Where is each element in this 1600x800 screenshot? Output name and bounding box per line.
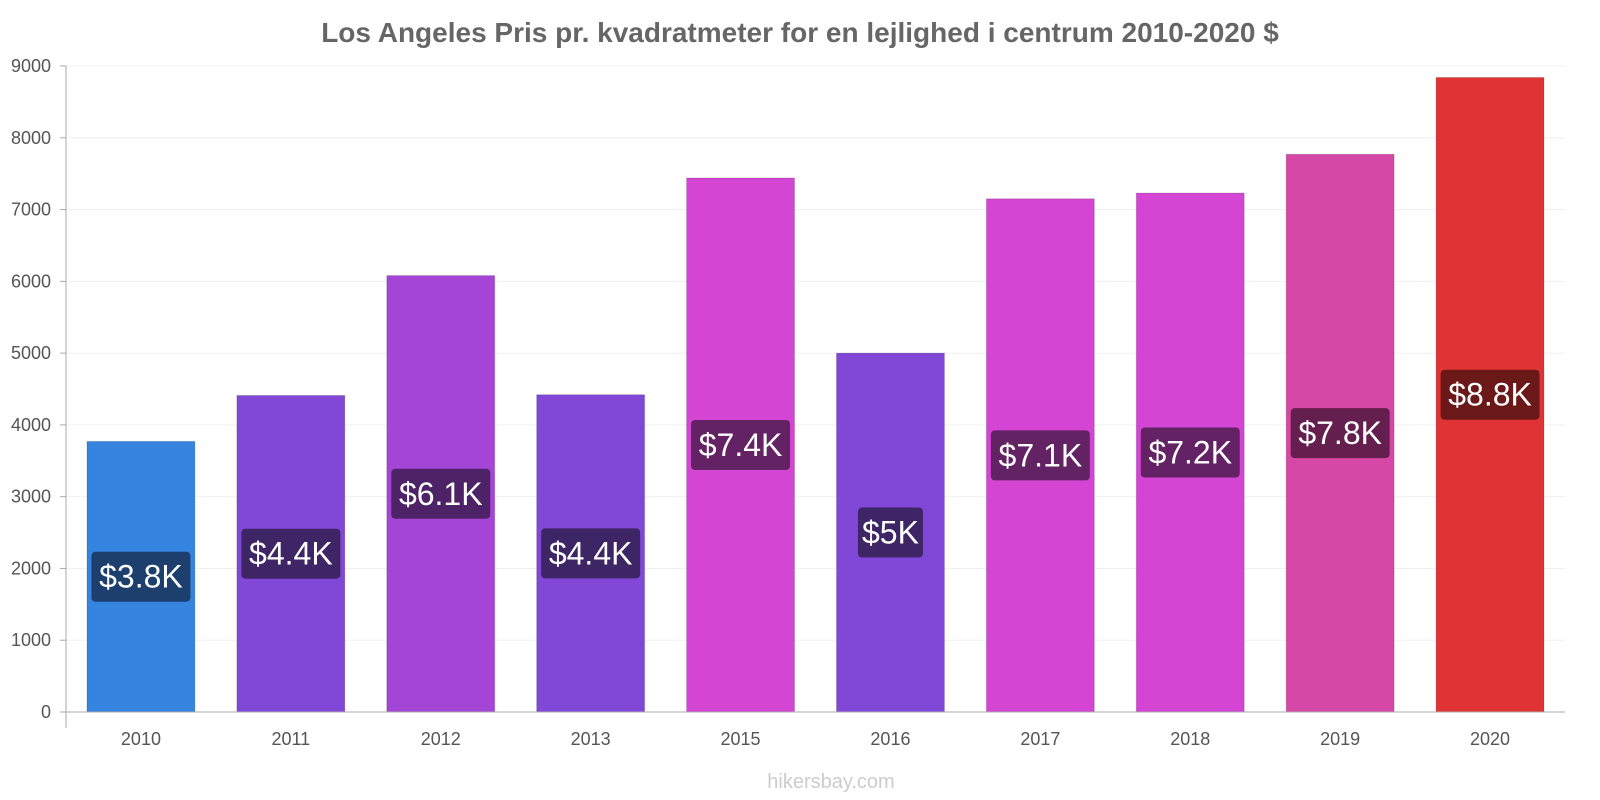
data-label: $7.1K [999,437,1083,473]
y-tick-label: 9000 [11,56,51,76]
bars [86,76,1545,713]
y-tick-label: 3000 [11,487,51,507]
y-tick-label: 7000 [11,200,51,220]
data-label: $7.2K [1148,435,1232,471]
data-label-box [857,507,923,558]
x-tick-label: 2012 [421,729,461,749]
x-tick-label: 2017 [1020,729,1060,749]
x-tick-label: 2010 [121,729,161,749]
y-tick-label: 4000 [11,415,51,435]
data-label: $3.8K [99,559,183,595]
data-label-box [1290,408,1390,459]
x-tick-label: 2019 [1320,729,1360,749]
y-tick-label: 2000 [11,558,51,578]
data-label-box [1440,369,1540,420]
data-label-box [990,430,1090,481]
y-tick-label: 6000 [11,271,51,291]
data-labels: $3.8K $4.4K $6.1K $4.4K $7.4K $5K $7.1K $7.2K $7… [91,369,1540,602]
data-label: $8.8K [1448,377,1532,413]
data-label-box [1140,427,1240,478]
chart-title: Los Angeles Pris pr. kvadratmeter for en… [321,17,1279,48]
x-tick-label: 2013 [571,729,611,749]
y-tick-label: 1000 [11,630,51,650]
data-label: $4.4K [549,535,633,571]
x-axis: 2010 2011 2012 2013 2015 2016 2017 2018 2019 2020 [66,711,1565,749]
y-tick-label: 5000 [11,343,51,363]
data-label: $7.8K [1298,415,1382,451]
x-tick-label: 2020 [1470,729,1510,749]
x-tick-label: 2011 [271,729,310,749]
data-label: $7.4K [699,427,783,463]
site-credit: hikersbay.com [767,771,894,793]
data-label: $6.1K [399,476,483,512]
data-label: $5K [862,515,919,551]
data-label-box [91,551,191,602]
y-tick-label: 8000 [11,128,51,148]
data-label: $4.4K [249,536,333,572]
y-axis: 0 1000 2000 3000 4000 5000 6000 7000 8000 9000 [11,56,67,728]
data-label-box [241,528,341,579]
x-tick-label: 2015 [721,729,761,749]
x-tick-label: 2016 [870,729,910,749]
data-label-box [691,419,791,470]
y-tick-label: 0 [41,702,51,722]
data-label-box [391,468,491,519]
data-label-box [541,528,641,579]
x-tick-label: 2018 [1170,729,1210,749]
